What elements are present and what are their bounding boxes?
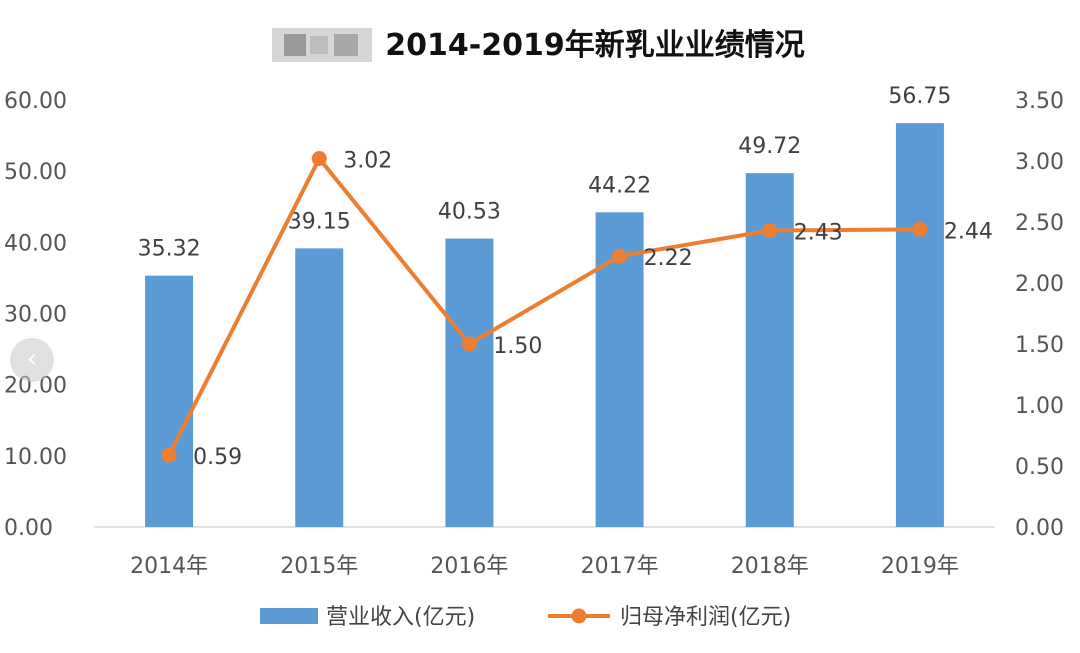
legend-label: 归母净利润(亿元): [620, 605, 791, 630]
bar: [145, 275, 194, 527]
y-left-tick-label: 10.00: [4, 445, 67, 470]
y-right-tick-label: 1.00: [1015, 394, 1064, 419]
x-tick-label: 2018年: [731, 554, 809, 579]
y-left-tick-label: 40.00: [4, 231, 67, 256]
bar-data-label: 44.22: [588, 173, 651, 198]
line-point: [612, 248, 628, 264]
y-left-tick-label: 30.00: [4, 303, 67, 328]
chevron-left-icon[interactable]: ‹: [10, 338, 54, 382]
y-right-tick-label: 0.50: [1015, 455, 1064, 480]
line-data-label: 3.02: [343, 149, 392, 174]
chart-title: 2014-2019年新乳业业绩情况: [385, 28, 804, 63]
legend-label: 营业收入(亿元): [326, 605, 475, 630]
bar-data-label: 40.53: [438, 200, 501, 225]
line-point: [311, 151, 327, 167]
bar-data-label: 56.75: [888, 84, 951, 109]
y-right-tick-label: 2.00: [1015, 272, 1064, 297]
legend-swatch-bar: [260, 608, 318, 624]
y-left-tick-label: 60.00: [4, 89, 67, 114]
line-point: [461, 336, 477, 352]
x-tick-label: 2017年: [581, 554, 659, 579]
bar: [295, 248, 344, 527]
line-data-label: 0.59: [193, 445, 242, 470]
bar-data-label: 39.15: [288, 209, 351, 234]
bar: [445, 238, 494, 527]
x-tick-label: 2014年: [130, 554, 208, 579]
y-left-tick-label: 50.00: [4, 160, 67, 185]
x-tick-label: 2016年: [430, 554, 508, 579]
y-left-tick-label: 0.00: [4, 516, 53, 541]
blurred-logo: [272, 28, 372, 62]
x-tick-label: 2019年: [881, 554, 959, 579]
line-point: [161, 447, 177, 463]
line-data-label: 1.50: [493, 334, 542, 359]
y-right-tick-label: 3.00: [1015, 150, 1064, 175]
line-point: [762, 223, 778, 239]
line-series-path: [167, 156, 920, 456]
line-data-label: 2.43: [794, 221, 843, 246]
y-right-tick-label: 2.50: [1015, 211, 1064, 236]
bar: [895, 123, 944, 528]
bar-data-label: 49.72: [738, 134, 801, 159]
legend-swatch-marker: [571, 608, 587, 624]
line-data-label: 2.44: [944, 219, 993, 244]
line-point: [912, 221, 928, 237]
bar-data-label: 35.32: [138, 237, 201, 262]
x-tick-label: 2015年: [280, 554, 358, 579]
y-right-tick-label: 3.50: [1015, 89, 1064, 114]
y-right-tick-label: 0.00: [1015, 516, 1064, 541]
y-right-tick-label: 1.50: [1015, 333, 1064, 358]
line-data-label: 2.22: [644, 246, 693, 271]
